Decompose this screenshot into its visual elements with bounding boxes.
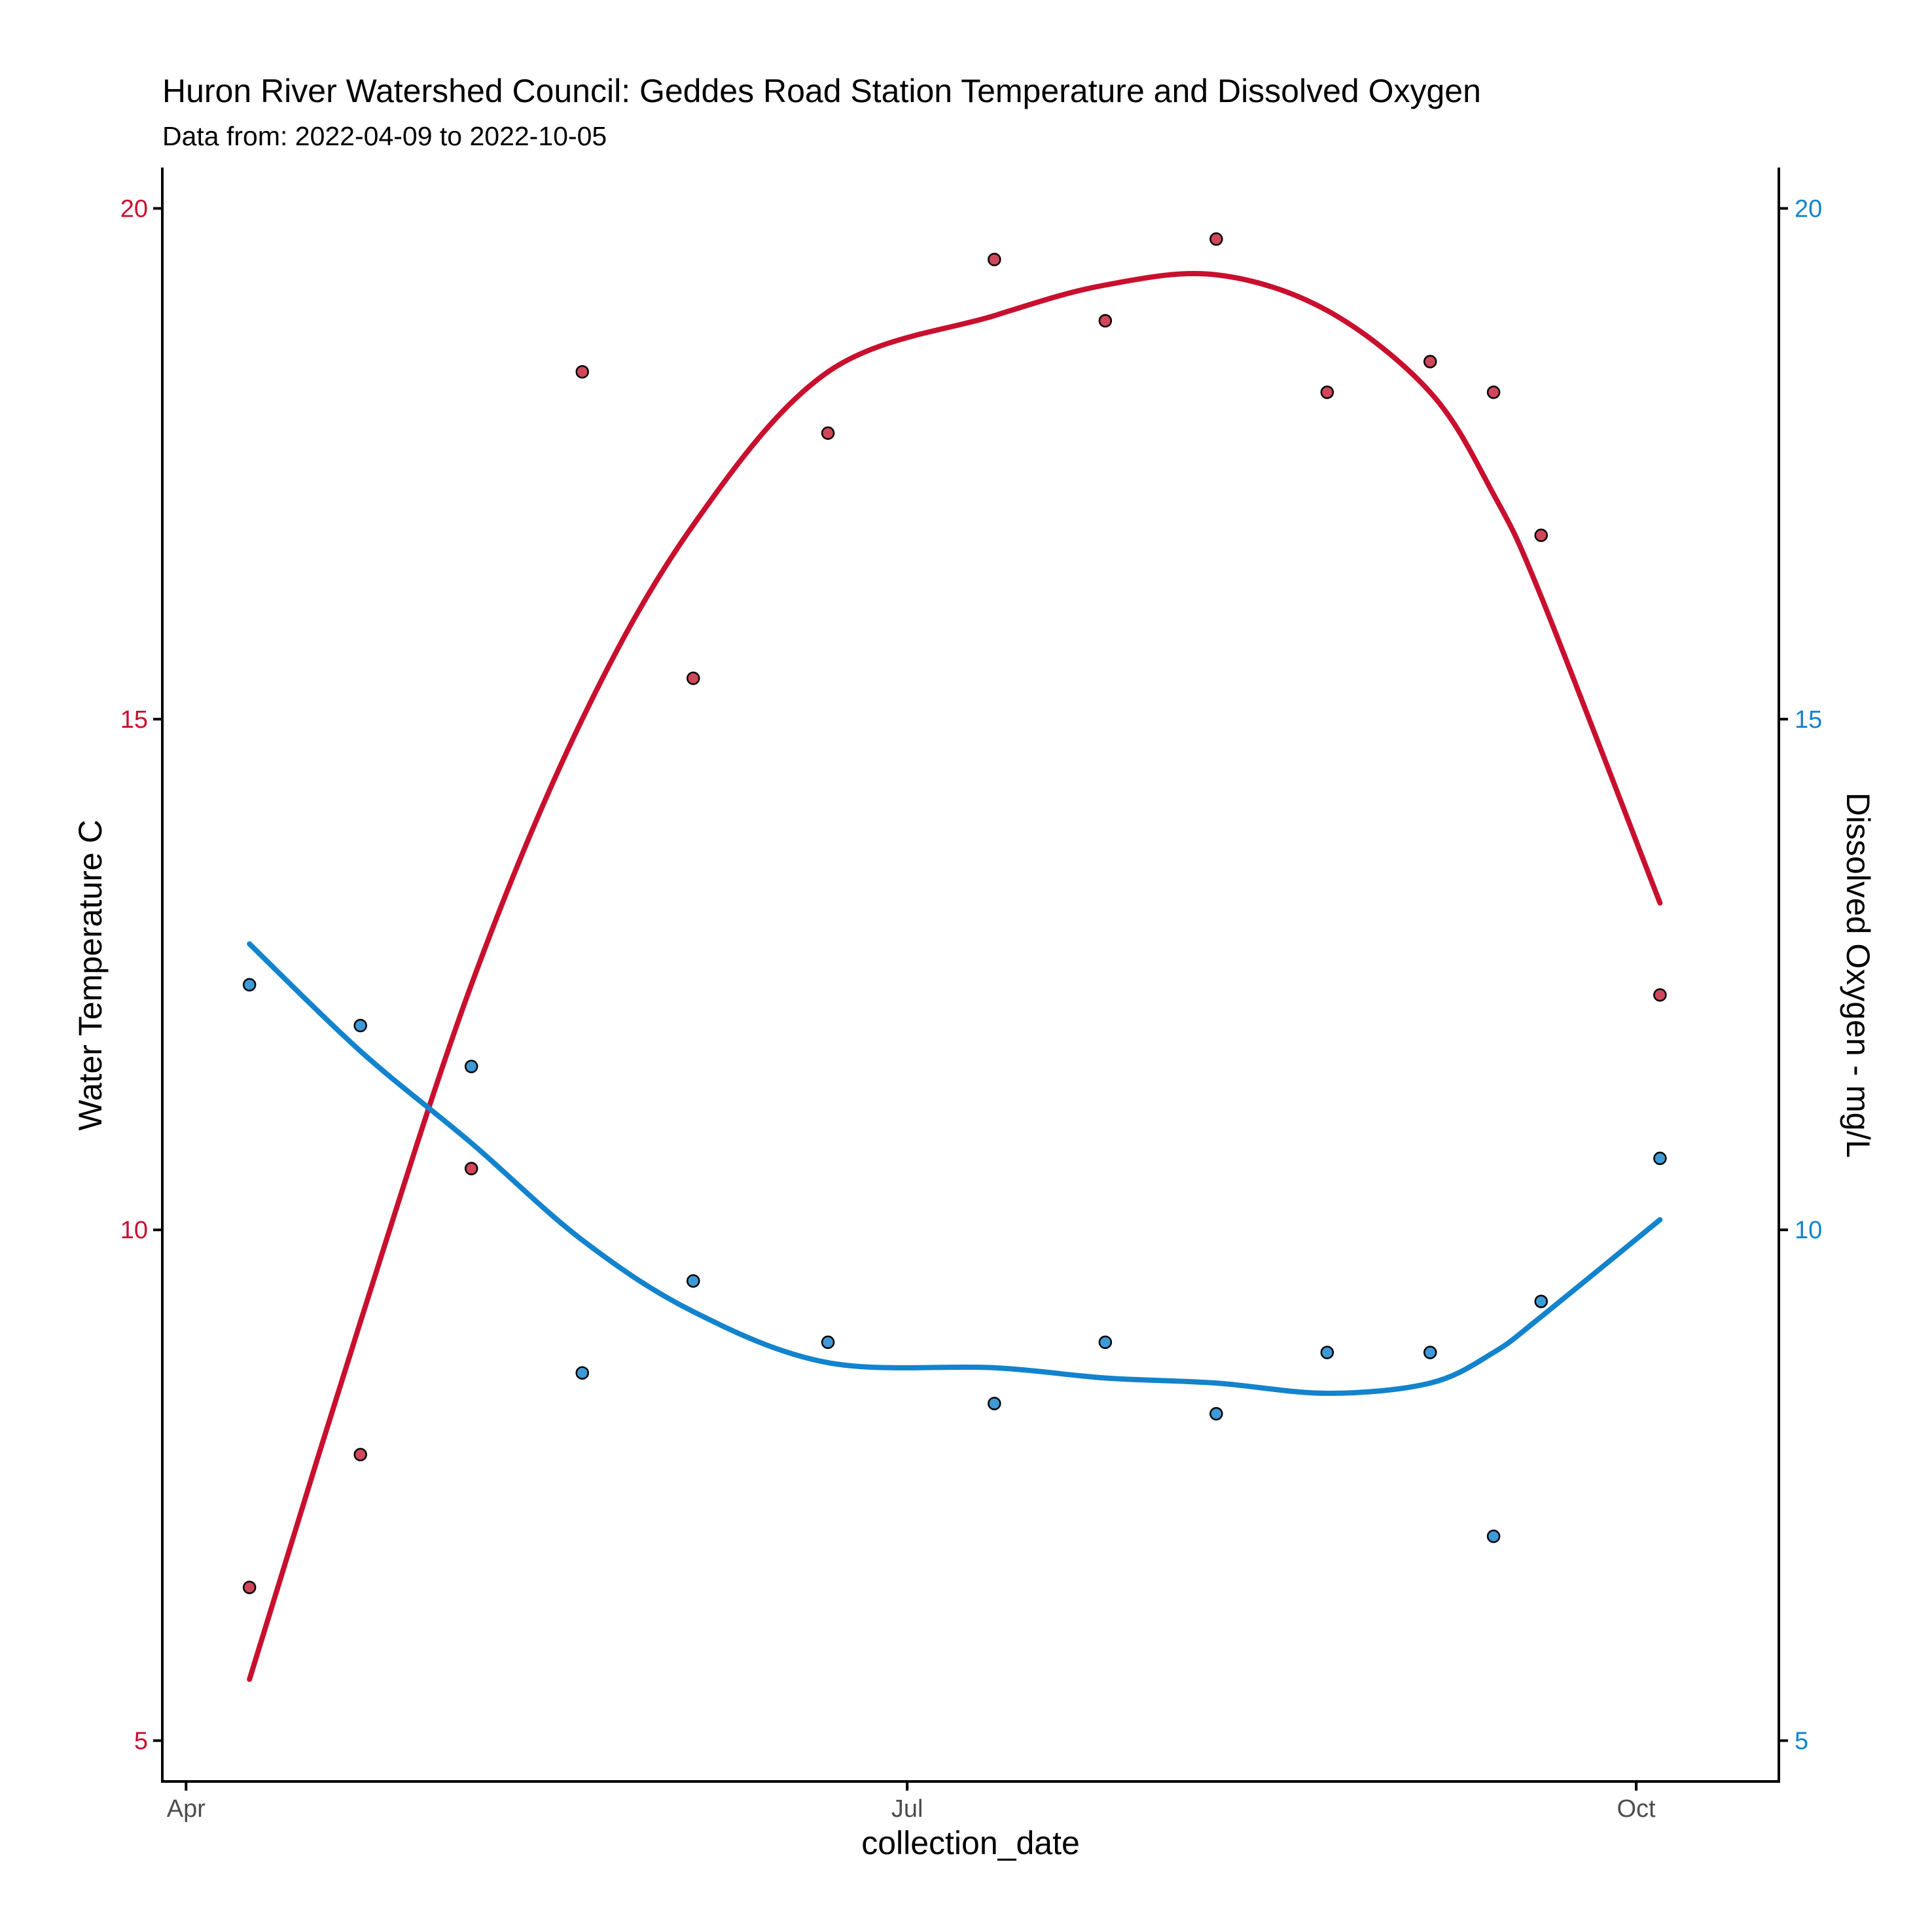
chart-subtitle: Data from: 2022-04-09 to 2022-10-05	[162, 121, 607, 151]
oxygen-point	[1320, 1346, 1334, 1359]
temperature-point	[1209, 232, 1223, 246]
y-right-tick-label: 10	[1795, 1217, 1822, 1244]
oxygen-point	[821, 1335, 835, 1350]
oxygen-point	[242, 978, 257, 992]
x-tick-label: Jul	[891, 1795, 923, 1823]
oxygen-point	[1534, 1295, 1548, 1308]
y-axis-left-title: Water Temperature C	[72, 819, 109, 1130]
temperature-point	[1098, 313, 1113, 328]
y-right-tick-label: 15	[1795, 706, 1822, 734]
temperature-point	[575, 365, 589, 379]
y-left-tick-label: 10	[120, 1217, 148, 1244]
oxygen-point	[1486, 1530, 1501, 1543]
y-left-tick-label: 20	[120, 195, 148, 223]
y-left-tick-label: 5	[134, 1728, 148, 1755]
temperature-point	[988, 253, 1001, 266]
oxygen-point	[1209, 1406, 1223, 1421]
temperature-point	[353, 1448, 367, 1461]
oxygen-point	[1423, 1346, 1437, 1359]
temperature-point	[1486, 385, 1501, 399]
y-axis-right-title: Dissolved Oxygen - mg/L	[1840, 793, 1876, 1158]
data-points	[242, 232, 1667, 1594]
temperature-point	[1534, 528, 1548, 543]
temperature-trend-line	[247, 271, 1663, 1682]
temperature-point	[464, 1162, 478, 1175]
y-left-tick-label: 15	[120, 706, 148, 734]
oxygen-point	[353, 1018, 367, 1033]
chart-title: Huron River Watershed Council: Geddes Ro…	[162, 73, 1481, 109]
x-tick-label: Apr	[167, 1795, 206, 1823]
oxygen-trend-line	[247, 941, 1663, 1396]
oxygen-point	[575, 1366, 589, 1380]
temperature-point	[686, 671, 700, 685]
y-right-tick-label: 5	[1795, 1728, 1808, 1755]
oxygen-point	[988, 1397, 1001, 1410]
temperature-point	[1423, 355, 1437, 368]
trend-lines	[247, 271, 1663, 1682]
temperature-point	[821, 426, 835, 440]
y-right-tick-label: 20	[1795, 195, 1822, 223]
oxygen-point	[464, 1060, 478, 1073]
temperature-point	[1653, 988, 1667, 1002]
x-tick-label: Oct	[1617, 1795, 1656, 1823]
oxygen-point	[1653, 1151, 1667, 1166]
axis-ticks: Apr Jul Oct 5 10 15 20 5 10 15 20	[120, 195, 1823, 1823]
x-axis-title: collection_date	[861, 1825, 1080, 1861]
temperature-point	[242, 1581, 257, 1594]
oxygen-point	[1098, 1335, 1113, 1350]
oxygen-point	[686, 1274, 700, 1288]
temperature-point	[1320, 385, 1334, 399]
